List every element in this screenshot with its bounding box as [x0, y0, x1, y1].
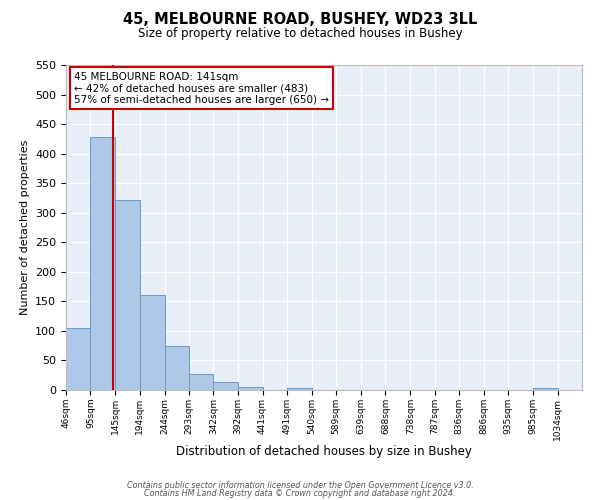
Text: Size of property relative to detached houses in Bushey: Size of property relative to detached ho… — [137, 28, 463, 40]
Bar — [66, 328, 91, 390]
Bar — [115, 200, 140, 390]
Bar — [287, 388, 312, 390]
Y-axis label: Number of detached properties: Number of detached properties — [20, 140, 29, 315]
Bar — [213, 382, 238, 390]
Text: 45, MELBOURNE ROAD, BUSHEY, WD23 3LL: 45, MELBOURNE ROAD, BUSHEY, WD23 3LL — [123, 12, 477, 28]
X-axis label: Distribution of detached houses by size in Bushey: Distribution of detached houses by size … — [176, 445, 472, 458]
Bar — [91, 137, 115, 390]
Bar — [189, 374, 213, 390]
Bar — [238, 387, 263, 390]
Text: Contains public sector information licensed under the Open Government Licence v3: Contains public sector information licen… — [127, 481, 473, 490]
Bar — [164, 346, 189, 390]
Text: Contains HM Land Registry data © Crown copyright and database right 2024.: Contains HM Land Registry data © Crown c… — [144, 488, 456, 498]
Bar — [140, 295, 164, 390]
Bar — [533, 388, 557, 390]
Text: 45 MELBOURNE ROAD: 141sqm
← 42% of detached houses are smaller (483)
57% of semi: 45 MELBOURNE ROAD: 141sqm ← 42% of detac… — [74, 72, 329, 104]
